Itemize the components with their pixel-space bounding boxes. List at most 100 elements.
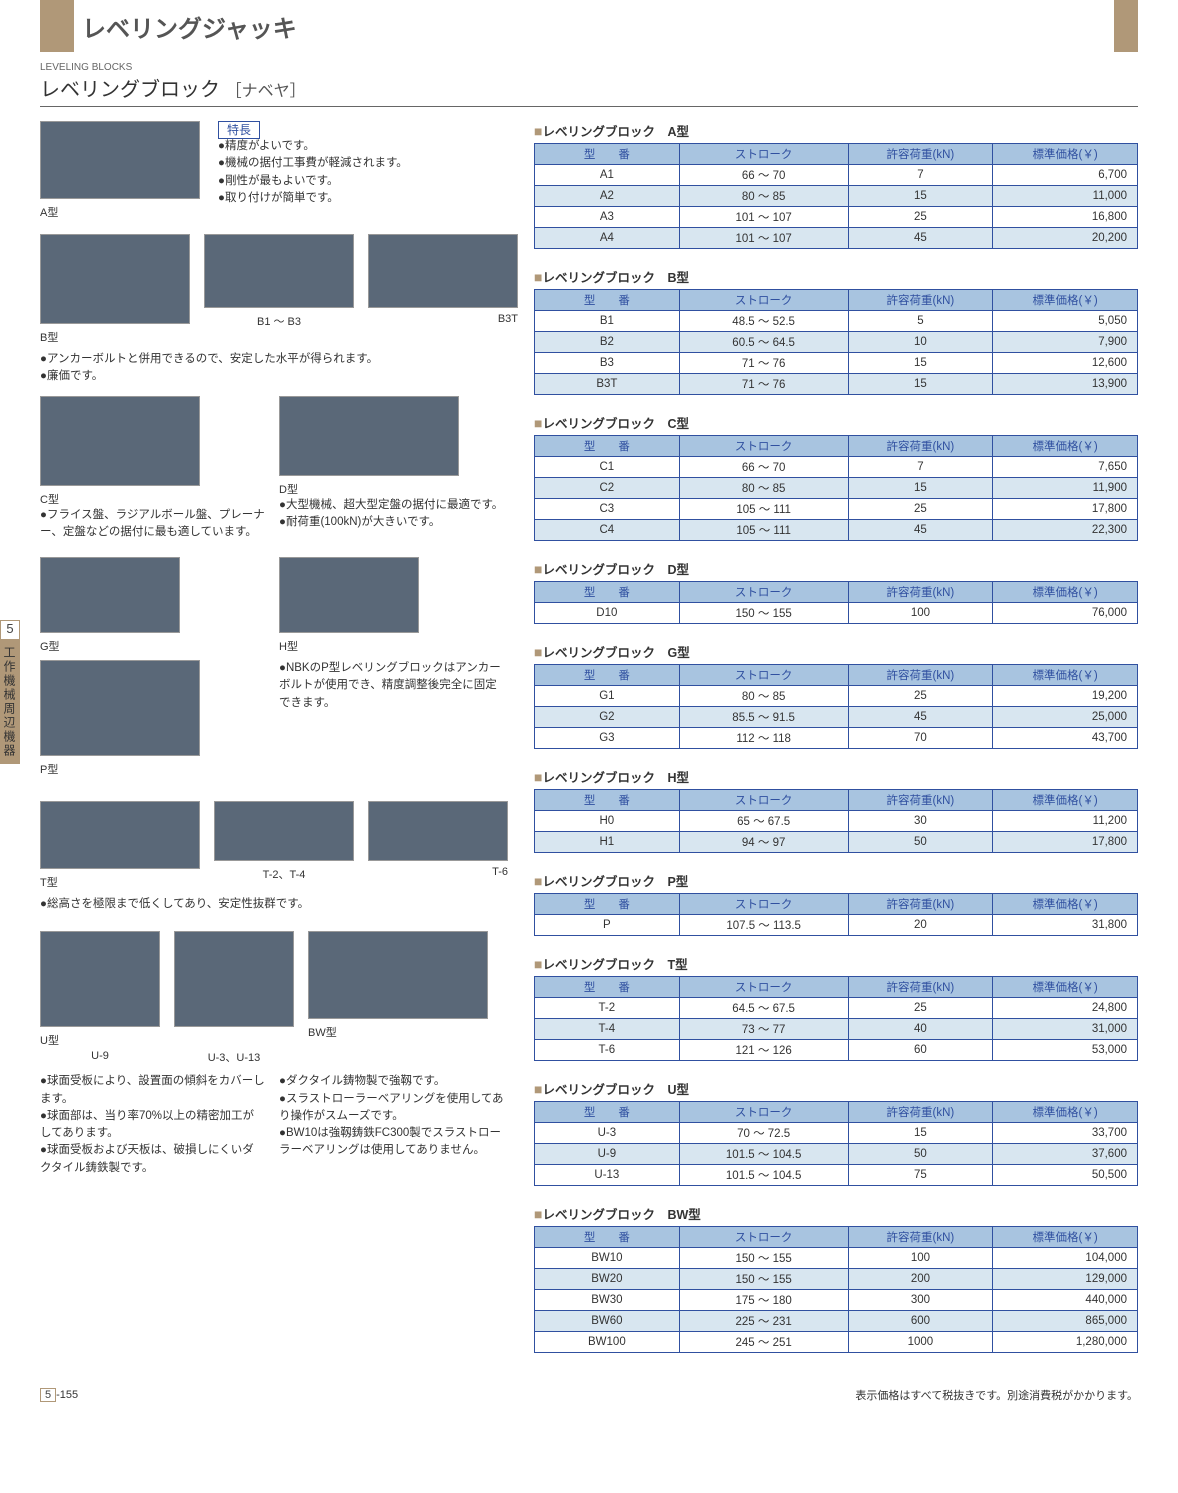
- product-image-u: [40, 931, 160, 1027]
- table-cell: 22,300: [993, 520, 1138, 541]
- table-cell: 73 ～ 77: [679, 1019, 848, 1040]
- table-cell: T-6: [535, 1040, 680, 1061]
- table-header: 許容荷重(kN): [848, 436, 993, 457]
- table-header: 許容荷重(kN): [848, 790, 993, 811]
- table-cell: 101 ～ 107: [679, 228, 848, 249]
- table-header: 型 番: [535, 1102, 680, 1123]
- table-cell: 17,800: [993, 499, 1138, 520]
- table-cell: 24,800: [993, 998, 1138, 1019]
- side-tab: 5 工作機械周辺機器: [0, 620, 20, 764]
- table-cell: 175 ～ 180: [679, 1290, 848, 1311]
- table-cell: P: [535, 915, 680, 936]
- table-cell: 50,500: [993, 1165, 1138, 1186]
- table-cell: BW20: [535, 1269, 680, 1290]
- features-list: ●精度がよいです。●機械の据付工事費が軽減されます。●剛性が最もよいです。●取り…: [218, 138, 408, 207]
- table-cell: 31,000: [993, 1019, 1138, 1040]
- product-image-d: [279, 396, 459, 476]
- description-d: ●大型機械、超大型定盤の据付に最適です。 ●耐荷重(100kN)が大きいです。: [279, 497, 504, 532]
- table-cell: A2: [535, 186, 680, 207]
- table-header: 許容荷重(kN): [848, 977, 993, 998]
- table-cell: 107.5 ～ 113.5: [679, 915, 848, 936]
- table-cell: A1: [535, 165, 680, 186]
- table-cell: 7: [848, 457, 993, 478]
- table-cell: 11,000: [993, 186, 1138, 207]
- table-row: T-264.5 ～ 67.52524,800: [535, 998, 1138, 1019]
- table-header: 標準価格(￥): [993, 290, 1138, 311]
- page-num-suffix: -155: [56, 1389, 78, 1401]
- table-header: 許容荷重(kN): [848, 665, 993, 686]
- table-cell: 60: [848, 1040, 993, 1061]
- table-cell: 105 ～ 111: [679, 520, 848, 541]
- table-cell: H1: [535, 832, 680, 853]
- table-header: 許容荷重(kN): [848, 1227, 993, 1248]
- feature-item: ●機械の据付工事費が軽減されます。: [218, 155, 408, 172]
- table-cell: 1,280,000: [993, 1332, 1138, 1353]
- table-row: C280 ～ 851511,900: [535, 478, 1138, 499]
- table-title-g: ■レベリングブロック G型: [534, 642, 1138, 661]
- subtitle-japanese: レベリングブロック ［ナベヤ］: [40, 73, 1138, 107]
- table-header: 型 番: [535, 894, 680, 915]
- table-title-d: ■レベリングブロック D型: [534, 559, 1138, 578]
- table-header: ストローク: [679, 582, 848, 603]
- table-cell: 70: [848, 728, 993, 749]
- table-cell: 25,000: [993, 707, 1138, 728]
- table-row: BW20150 ～ 155200129,000: [535, 1269, 1138, 1290]
- table-cell: 31,800: [993, 915, 1138, 936]
- table-cell: BW60: [535, 1311, 680, 1332]
- table-title-text: レベリングブロック H型: [542, 771, 689, 785]
- image-caption-a: A型: [40, 204, 200, 220]
- table-header: 型 番: [535, 582, 680, 603]
- table-cell: 6,700: [993, 165, 1138, 186]
- table-row: A3101 ～ 1072516,800: [535, 207, 1138, 228]
- table-title-text: レベリングブロック G型: [542, 646, 689, 660]
- table-header: 標準価格(￥): [993, 1227, 1138, 1248]
- table-cell: C4: [535, 520, 680, 541]
- table-row: A4101 ～ 1074520,200: [535, 228, 1138, 249]
- image-caption-t: T型: [40, 874, 200, 890]
- table-row: G3112 ～ 1187043,700: [535, 728, 1138, 749]
- table-cell: 80 ～ 85: [679, 478, 848, 499]
- table-cell: 150 ～ 155: [679, 603, 848, 624]
- table-cell: 60.5 ～ 64.5: [679, 332, 848, 353]
- table-title-text: レベリングブロック U型: [542, 1083, 689, 1097]
- table-cell: 66 ～ 70: [679, 457, 848, 478]
- table-cell: BW30: [535, 1290, 680, 1311]
- table-cell: 7,650: [993, 457, 1138, 478]
- description-b: ●アンカーボルトと併用できるので、安定した水平が得られます。 ●廉価です。: [40, 351, 520, 386]
- table-cell: 300: [848, 1290, 993, 1311]
- spec-table-d: 型 番ストローク許容荷重(kN)標準価格(￥)D10150 ～ 15510076…: [534, 581, 1138, 624]
- table-title-b: ■レベリングブロック B型: [534, 267, 1138, 286]
- table-header: 標準価格(￥): [993, 665, 1138, 686]
- table-cell: 101.5 ～ 104.5: [679, 1144, 848, 1165]
- table-row: G180 ～ 852519,200: [535, 686, 1138, 707]
- table-cell: C3: [535, 499, 680, 520]
- table-cell: 66 ～ 70: [679, 165, 848, 186]
- features-label: 特長: [218, 121, 260, 139]
- table-header: 標準価格(￥): [993, 436, 1138, 457]
- table-header: 許容荷重(kN): [848, 290, 993, 311]
- header-accent-right: [1114, 0, 1138, 52]
- table-title-text: レベリングブロック P型: [542, 875, 688, 889]
- subtitle-jp-text: レベリングブロック: [40, 79, 220, 101]
- table-cell: 70 ～ 72.5: [679, 1123, 848, 1144]
- table-cell: 64.5 ～ 67.5: [679, 998, 848, 1019]
- spec-table-g: 型 番ストローク許容荷重(kN)標準価格(￥)G180 ～ 852519,200…: [534, 664, 1138, 749]
- spec-table-u: 型 番ストローク許容荷重(kN)標準価格(￥)U-370 ～ 72.51533,…: [534, 1101, 1138, 1186]
- table-cell: 17,800: [993, 832, 1138, 853]
- table-row: C166 ～ 7077,650: [535, 457, 1138, 478]
- table-header: 許容荷重(kN): [848, 894, 993, 915]
- table-cell: 7: [848, 165, 993, 186]
- table-cell: 200: [848, 1269, 993, 1290]
- table-row: U-9101.5 ～ 104.55037,600: [535, 1144, 1138, 1165]
- table-cell: 85.5 ～ 91.5: [679, 707, 848, 728]
- table-row: BW100245 ～ 25110001,280,000: [535, 1332, 1138, 1353]
- side-tab-number: 5: [0, 620, 20, 640]
- table-cell: 440,000: [993, 1290, 1138, 1311]
- product-image-p: [40, 660, 200, 756]
- table-row: T-6121 ～ 1266053,000: [535, 1040, 1138, 1061]
- table-header: 標準価格(￥): [993, 1102, 1138, 1123]
- table-header: 型 番: [535, 977, 680, 998]
- description-u: ●球面受板により、設置面の傾斜をカバーします。 ●球面部は、当り率70%以上の精…: [40, 1073, 265, 1177]
- spec-table-h: 型 番ストローク許容荷重(kN)標準価格(￥)H065 ～ 67.53011,2…: [534, 789, 1138, 853]
- image-caption-b3t: B3T: [368, 313, 518, 325]
